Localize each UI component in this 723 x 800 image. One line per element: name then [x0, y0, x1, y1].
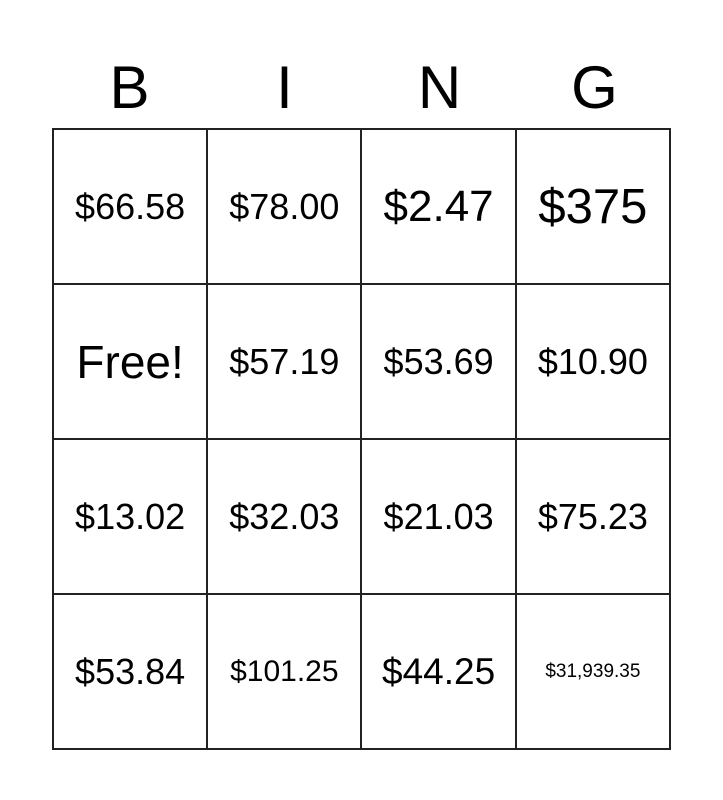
bingo-cell: $66.58 — [51, 128, 209, 285]
bingo-cell: $2.47 — [360, 128, 517, 285]
bingo-cell: $10.90 — [514, 283, 672, 440]
bingo-cell: $13.02 — [51, 438, 209, 595]
bingo-cell: $53.84 — [51, 593, 209, 750]
bingo-cell: $75.23 — [514, 438, 672, 595]
bingo-cell: $44.25 — [360, 593, 517, 750]
free-space-cell: Free! — [51, 283, 209, 440]
bingo-cell: $31,939.35 — [514, 593, 672, 750]
header-letter-i: I — [276, 54, 293, 121]
bingo-cell: $101.25 — [206, 593, 363, 750]
bingo-grid: $66.58 $78.00 $2.47 $375 Free! $57.19 $5… — [51, 128, 672, 750]
bingo-cell: $78.00 — [206, 128, 363, 285]
grid-row: $66.58 $78.00 $2.47 $375 — [51, 128, 672, 285]
bingo-cell: $375 — [514, 128, 672, 285]
bingo-cell: $32.03 — [206, 438, 363, 595]
grid-row: $53.84 $101.25 $44.25 $31,939.35 — [51, 593, 672, 750]
grid-row: $13.02 $32.03 $21.03 $75.23 — [51, 438, 672, 595]
grid-row: Free! $57.19 $53.69 $10.90 — [51, 283, 672, 440]
header-letter-n: N — [417, 54, 462, 121]
bingo-cell: $57.19 — [206, 283, 363, 440]
header-letter-g: G — [571, 54, 618, 121]
bingo-header: B I N G — [52, 52, 672, 124]
header-letter-b: B — [109, 54, 150, 121]
bingo-cell: $53.69 — [360, 283, 517, 440]
bingo-cell: $21.03 — [360, 438, 517, 595]
